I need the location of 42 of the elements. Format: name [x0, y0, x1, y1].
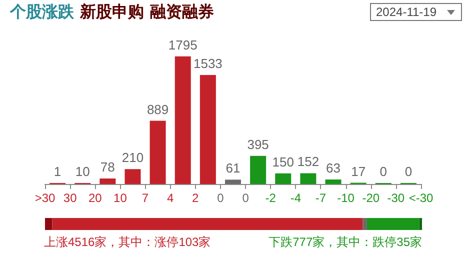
x-tick-label: 0 — [242, 191, 250, 205]
bar — [419, 218, 422, 230]
x-tick-label: -2 — [265, 191, 276, 205]
data-label: 152 — [297, 154, 320, 170]
data-label: 395 — [247, 136, 269, 152]
text: 2024-11-19 — [376, 5, 436, 19]
data-label: 1533 — [193, 56, 222, 71]
data-label: 63 — [326, 160, 340, 176]
data-label: 0 — [380, 164, 388, 179]
bar — [362, 218, 367, 230]
x-tick-label: -4 — [290, 191, 302, 205]
data-label: 78 — [100, 159, 115, 174]
x-tick-label: >30 — [34, 191, 56, 205]
bar — [366, 218, 420, 230]
x-tick-label: -7 — [315, 191, 326, 205]
data-label: 889 — [146, 102, 169, 117]
x-tick-label: 30 — [63, 191, 78, 205]
bar — [45, 218, 52, 230]
text: 上涨4516家，其中：涨停103家 — [44, 234, 211, 251]
x-tick-label: <-30 — [408, 191, 434, 205]
x-tick-label: 10 — [114, 191, 128, 205]
text: 下跌777家，其中：跌停35家 — [268, 234, 422, 251]
x-tick-label: 7 — [142, 191, 149, 205]
data-label: 0 — [404, 164, 412, 179]
data-label: 10 — [75, 164, 90, 179]
x-tick-label: 20 — [88, 191, 102, 205]
data-label: 210 — [122, 150, 144, 166]
data-label: 61 — [226, 160, 240, 176]
x-tick-label: -30 — [387, 191, 405, 205]
x-tick-label: -20 — [362, 191, 380, 205]
text: 新股申购 — [80, 2, 144, 21]
data-label: 1 — [54, 164, 62, 179]
x-tick-label: 2 — [192, 191, 200, 205]
x-tick-label: 4 — [166, 191, 174, 205]
chart-title: 个股涨跌 — [10, 2, 74, 21]
data-label: 150 — [272, 154, 294, 170]
data-label: 1795 — [168, 37, 198, 52]
text: 融资融券 — [150, 2, 214, 21]
x-tick-label: 0 — [217, 191, 224, 205]
x-tick-label: -10 — [337, 191, 355, 205]
bar — [52, 218, 363, 230]
data-label: 17 — [351, 164, 366, 179]
